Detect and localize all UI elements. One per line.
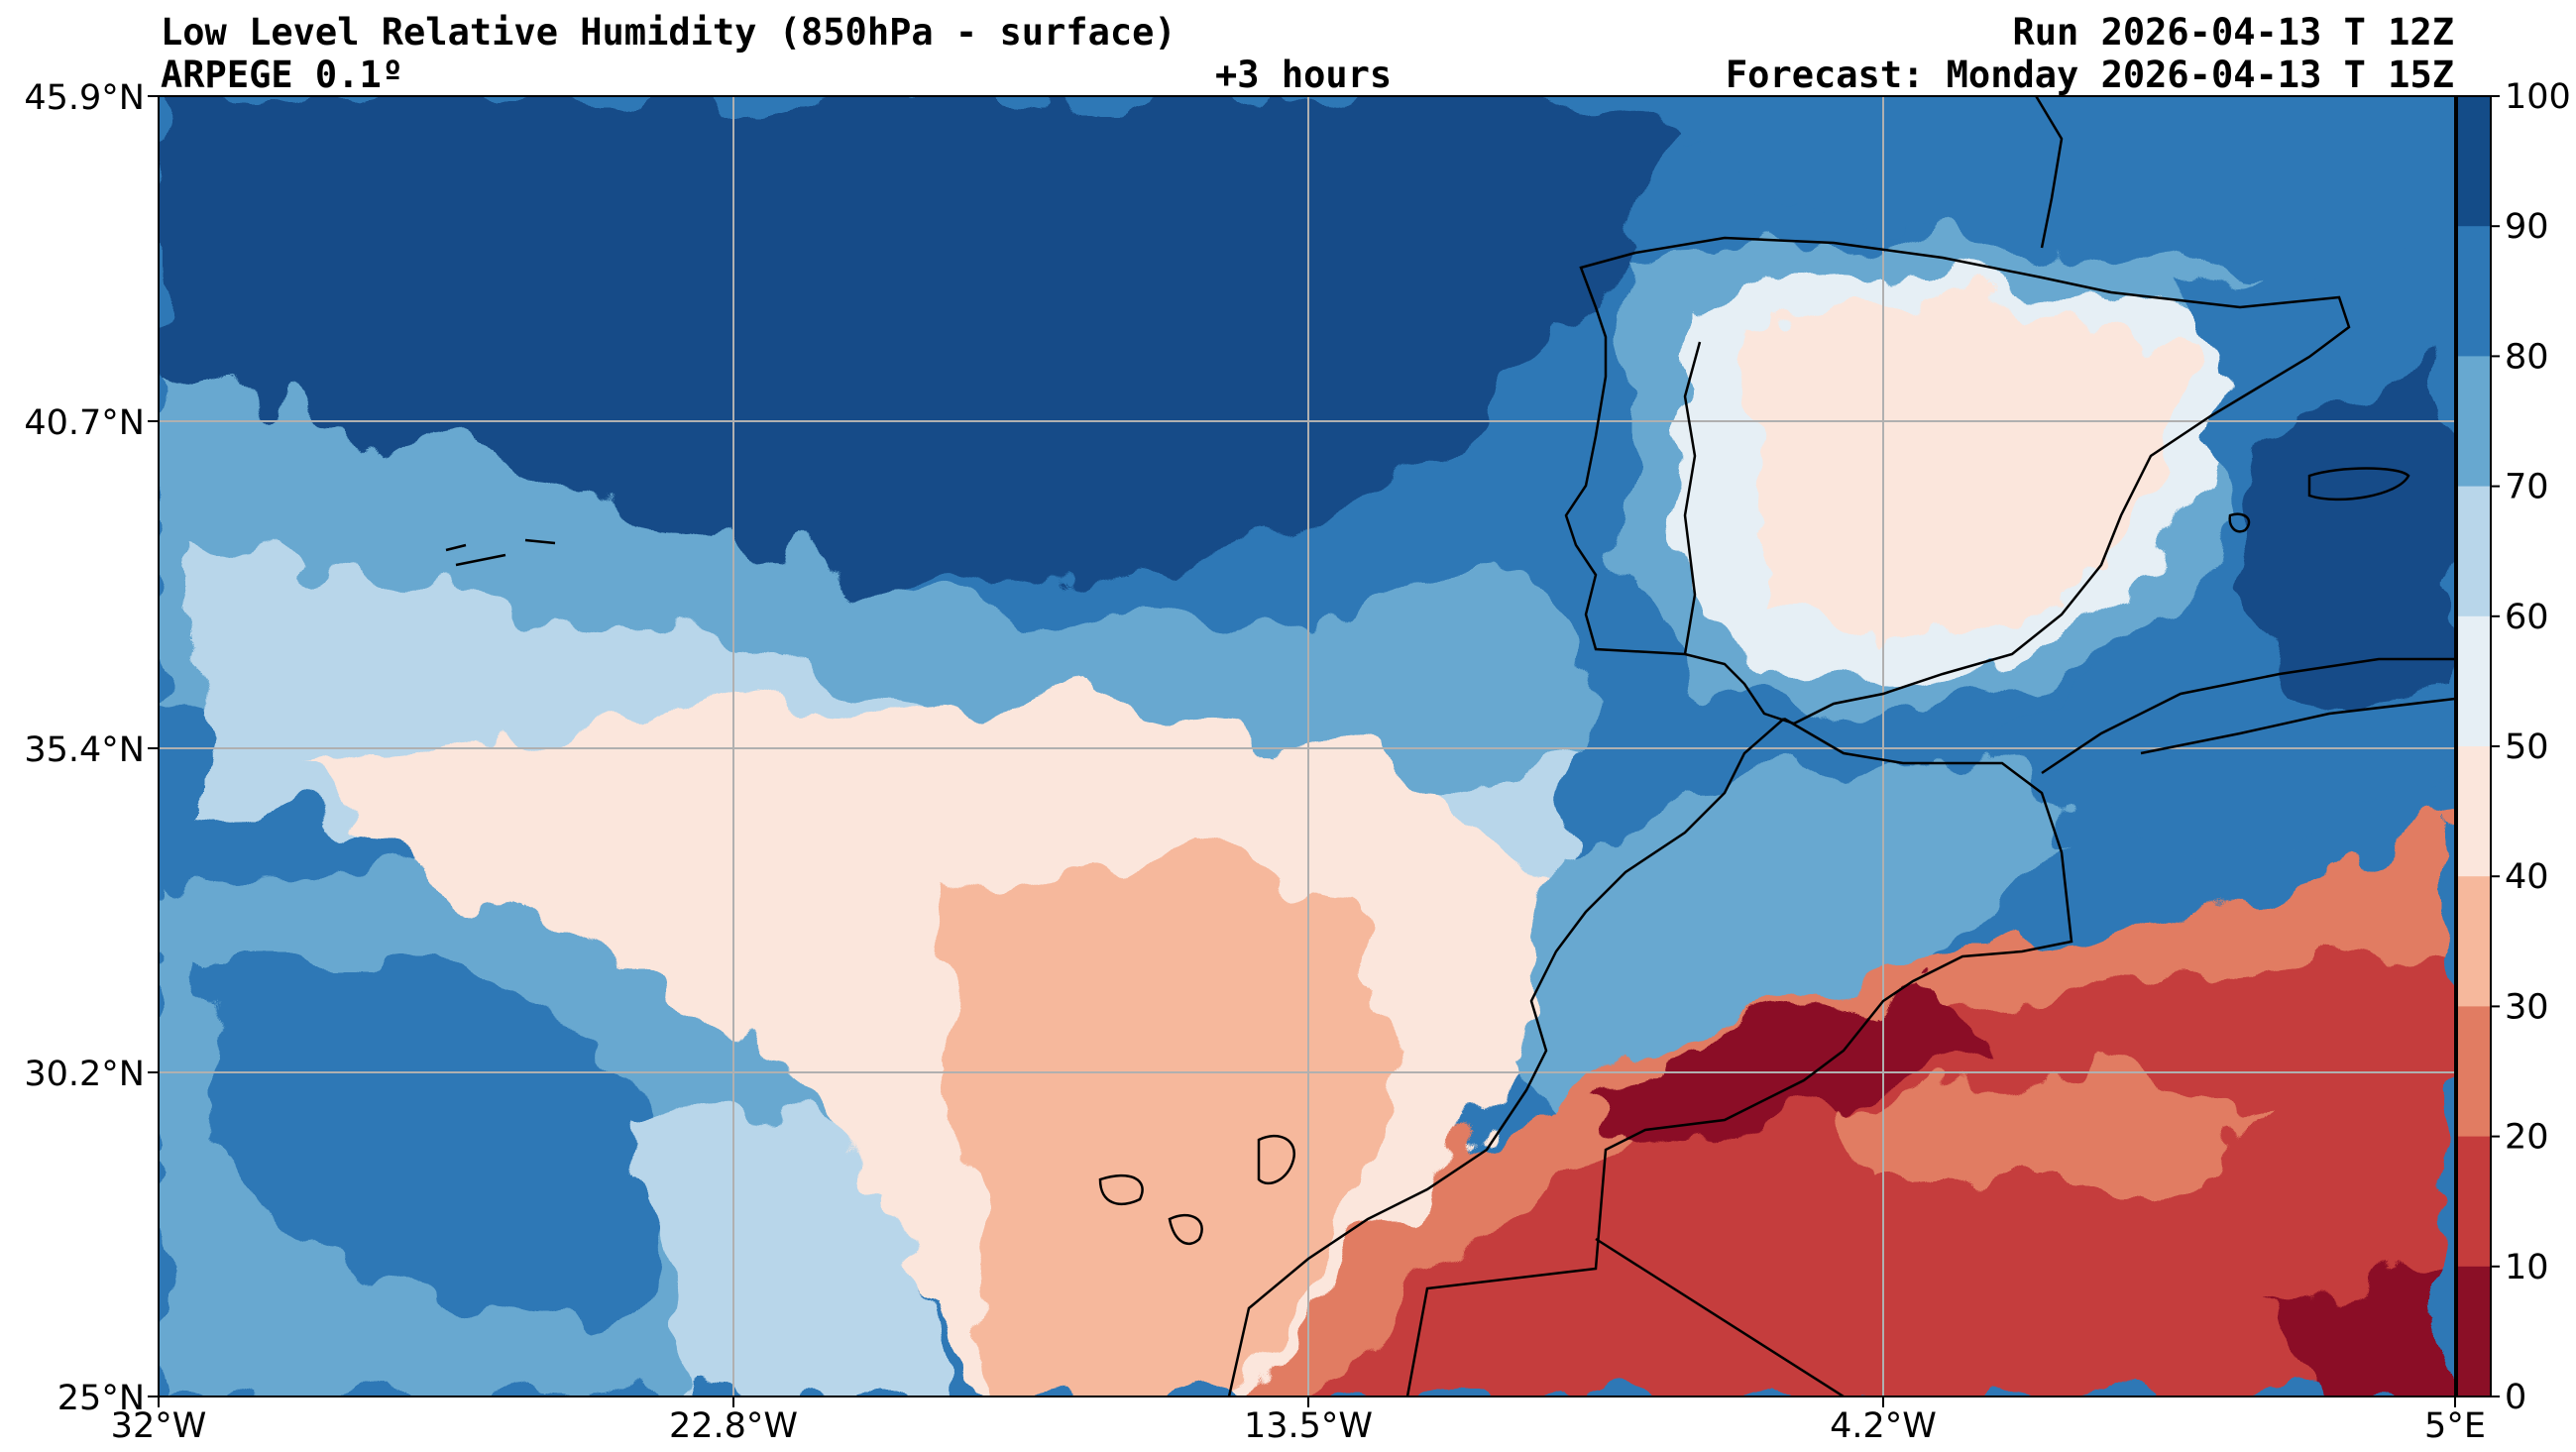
colorbar-tick-label: 20 — [2505, 1118, 2549, 1158]
colorbar-segment — [2457, 615, 2491, 747]
colorbar-tick-label: 50 — [2505, 727, 2549, 767]
forecast-label: Forecast: Monday 2026-04-13 T 15Z — [1725, 54, 2454, 96]
colorbar-tick-label: 80 — [2505, 337, 2549, 377]
lon-tick-label: 22.8°W — [669, 1406, 798, 1446]
colorbar-segment — [2457, 486, 2491, 617]
colorbar-tick-label: 10 — [2505, 1248, 2549, 1287]
axis-ticks — [148, 95, 2456, 1407]
run-label: Run 2026-04-13 T 12Z — [2012, 11, 2454, 54]
map-title: Low Level Relative Humidity (850hPa - su… — [161, 11, 1176, 54]
map-frame — [158, 95, 2456, 1397]
colorbar-segment — [2457, 96, 2491, 227]
lat-tick-label: 45.9°N — [24, 78, 145, 118]
model-label: ARPEGE 0.1º — [161, 54, 404, 96]
colorbar-segment — [2457, 226, 2491, 357]
colorbar-segment — [2457, 876, 2491, 1007]
lon-tick-label: 4.2°W — [1830, 1406, 1937, 1446]
coastlines — [445, 96, 2455, 1396]
colorbar-segment — [2457, 746, 2491, 877]
lat-tick-labels: 45.9°N 40.7°N 35.4°N 30.2°N 25°N — [24, 78, 145, 1418]
colorbar-segment — [2457, 1006, 2491, 1138]
lon-tick-label: 32°W — [111, 1406, 207, 1446]
colorbar-tick-label: 100 — [2505, 77, 2571, 117]
colorbar-tick-label: 0 — [2505, 1378, 2526, 1417]
colorbar-tick-label: 90 — [2505, 207, 2549, 247]
lat-tick-label: 25°N — [57, 1379, 145, 1418]
lat-tick-label: 40.7°N — [24, 403, 145, 443]
colorbar-tick-label: 60 — [2505, 598, 2549, 637]
colorbar-tick-label: 30 — [2505, 987, 2549, 1027]
colorbar-segment — [2457, 1266, 2491, 1397]
lon-tick-label: 13.5°W — [1244, 1406, 1373, 1446]
lon-tick-labels: 32°W 22.8°W 13.5°W 4.2°W 5°E — [111, 1406, 2486, 1446]
lead-time-label: +3 hours — [1215, 54, 1393, 96]
grid-lines — [159, 96, 2455, 1396]
humidity-field — [159, 96, 2455, 1396]
colorbar-tick-label: 70 — [2505, 468, 2549, 507]
colorbar-tick-label: 40 — [2505, 857, 2549, 897]
colorbar-segment — [2457, 1136, 2491, 1268]
colorbar-segment — [2457, 356, 2491, 488]
lat-tick-label: 30.2°N — [24, 1055, 145, 1094]
lon-tick-label: 5°E — [2424, 1406, 2486, 1446]
lat-tick-label: 35.4°N — [24, 730, 145, 770]
